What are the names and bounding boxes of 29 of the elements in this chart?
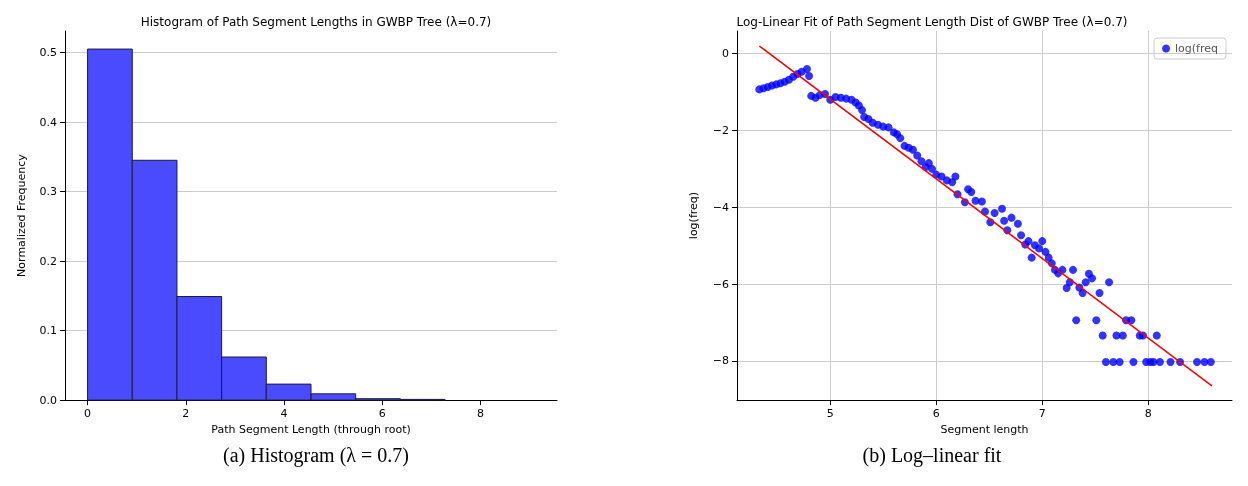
y-tick-label: 0.3 [39,185,57,199]
y-axis-title: log(freq) [687,191,700,240]
x-axis-title: Path Segment Length (through root) [211,423,411,436]
y-tick-label: 0.5 [39,46,57,60]
y-tick-label: −4 [712,200,729,214]
x-tick-label: 0 [84,407,92,421]
y-tick-label: −2 [712,123,729,137]
x-tick-label: 4 [280,407,288,421]
y-axis-title: Normalized Frequency [15,153,28,277]
y-tick-label: 0.2 [39,254,57,268]
x-tick-label: 2 [182,407,190,421]
y-tick-label: 0.4 [39,115,57,129]
x-tick-label: 6 [932,407,940,421]
x-tick-label: 7 [1038,407,1046,421]
text: (a) Histogram (λ = 0.7) [223,444,409,467]
legend-label: log(freq [1175,42,1219,55]
y-tick-label: −6 [712,277,729,291]
x-axis-title: Segment length [940,423,1029,436]
text: (b) Log–linear fit [862,444,1002,467]
chart-title: Histogram of Path Segment Lengths in GWBP Tree (λ=0.7) [140,15,492,29]
chart-title: Log-Linear Fit of Path Segment Length Dist of GWBP Tree (λ=0.7) [736,15,1128,29]
x-tick-label: 6 [378,407,386,421]
y-tick-label: −8 [712,354,729,368]
y-tick-label: 0.0 [39,393,57,407]
x-tick-label: 8 [476,407,484,421]
y-tick-label: 0 [722,47,729,61]
x-tick-label: 8 [1144,407,1152,421]
y-tick-label: 0.1 [39,324,57,338]
x-tick-label: 5 [826,407,834,421]
